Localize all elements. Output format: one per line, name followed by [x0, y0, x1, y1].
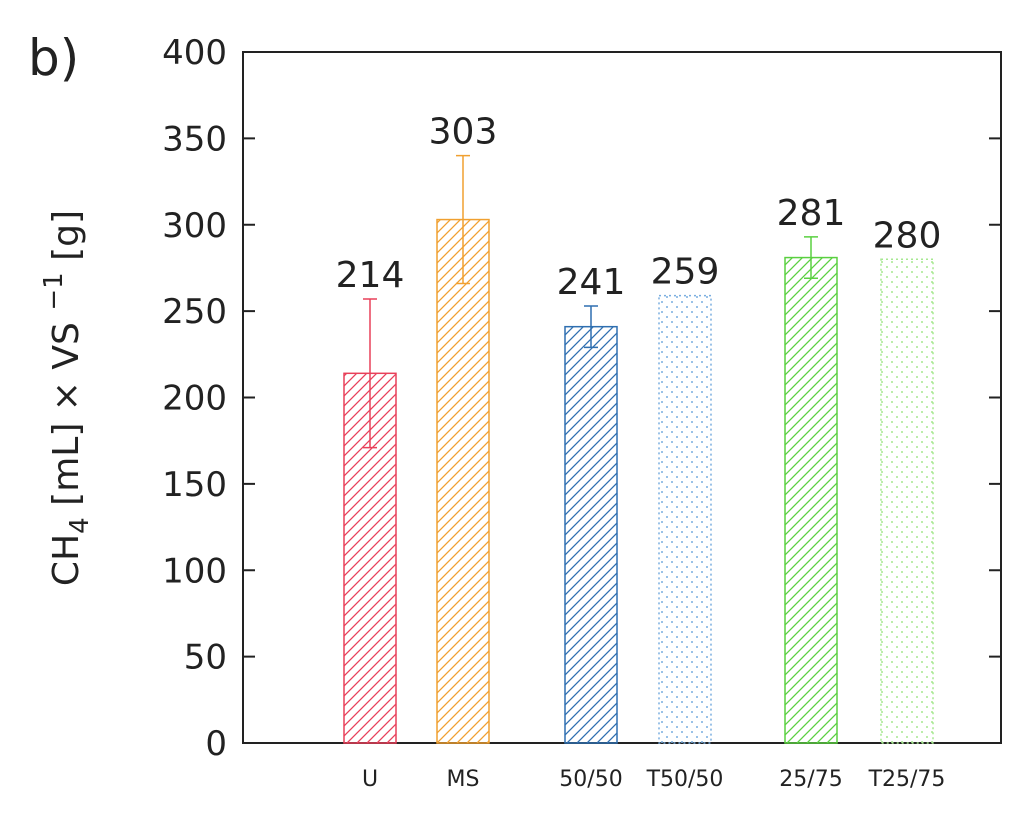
error-bar	[804, 236, 818, 280]
x-tick-label: T25/75	[868, 767, 946, 792]
y-tick-label: 150	[162, 465, 227, 505]
y-label-part: [g]	[46, 210, 87, 272]
value-label: 241	[557, 262, 626, 303]
y-tick-label: 0	[205, 724, 227, 764]
y-tick-label: 400	[162, 33, 227, 73]
y-tick-label: 200	[162, 379, 227, 419]
x-tick-label: MS	[447, 767, 480, 792]
value-label: 303	[429, 112, 498, 153]
x-tick-label: T50/50	[646, 767, 724, 792]
y-tick-label: 100	[162, 551, 227, 591]
value-label: 280	[873, 215, 942, 256]
x-tick-label: 25/75	[779, 767, 842, 792]
panel-label: b)	[28, 29, 79, 87]
y-label-part: [mL] × VS	[46, 311, 87, 518]
value-label: 259	[651, 252, 720, 293]
x-tick-label: 50/50	[559, 767, 622, 792]
value-label: 214	[336, 255, 405, 296]
error-bar	[363, 298, 377, 449]
y-tick-label: 250	[162, 292, 227, 332]
bar	[658, 294, 712, 744]
y-label-part: 4	[65, 517, 95, 534]
bar	[564, 325, 618, 744]
error-bar	[584, 305, 598, 349]
y-tick-label: 300	[162, 206, 227, 246]
y-label-part: −1	[39, 272, 69, 310]
y-tick-label: 350	[162, 119, 227, 159]
bar	[784, 256, 838, 744]
y-label-part: CH	[46, 534, 87, 586]
bar	[436, 218, 490, 744]
y-axis-label: CH4 [mL] × VS −1 [g]	[39, 210, 95, 586]
x-tick-label: U	[362, 767, 378, 792]
bar	[880, 258, 934, 744]
value-label: 281	[777, 193, 846, 234]
error-bar	[456, 154, 470, 285]
y-tick-label: 50	[184, 638, 227, 678]
